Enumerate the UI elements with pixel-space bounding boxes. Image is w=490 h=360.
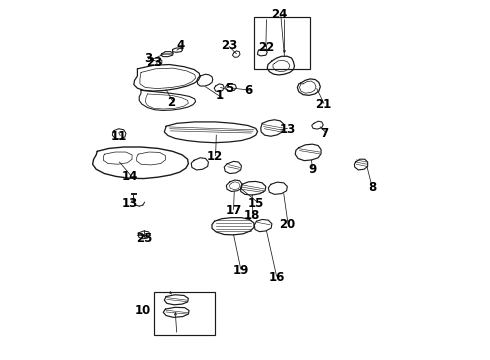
Text: 7: 7 bbox=[320, 127, 328, 140]
Text: 10: 10 bbox=[135, 305, 151, 318]
Text: 6: 6 bbox=[245, 84, 253, 97]
Text: 8: 8 bbox=[368, 181, 376, 194]
Text: 15: 15 bbox=[247, 197, 264, 210]
Text: 9: 9 bbox=[308, 163, 317, 176]
Text: 19: 19 bbox=[233, 264, 249, 277]
Text: 12: 12 bbox=[206, 150, 222, 163]
Text: 5: 5 bbox=[225, 82, 233, 95]
Text: 21: 21 bbox=[315, 98, 331, 111]
Text: 3: 3 bbox=[144, 51, 152, 64]
Text: 1: 1 bbox=[216, 89, 224, 102]
Bar bbox=[254, 17, 310, 69]
Text: 24: 24 bbox=[271, 8, 287, 21]
Text: 2: 2 bbox=[168, 96, 175, 109]
Text: 14: 14 bbox=[122, 170, 138, 183]
Text: 20: 20 bbox=[279, 218, 295, 231]
Text: 4: 4 bbox=[176, 39, 185, 52]
Text: 23: 23 bbox=[147, 56, 163, 69]
Text: 17: 17 bbox=[225, 204, 242, 217]
Bar bbox=[153, 292, 215, 335]
Text: 16: 16 bbox=[269, 271, 285, 284]
Text: 13: 13 bbox=[122, 197, 138, 210]
Text: 11: 11 bbox=[111, 130, 127, 143]
Text: 25: 25 bbox=[136, 231, 153, 244]
Text: 18: 18 bbox=[243, 210, 260, 222]
Text: 23: 23 bbox=[220, 39, 237, 52]
Text: 13: 13 bbox=[279, 123, 295, 136]
Text: 22: 22 bbox=[258, 41, 274, 54]
